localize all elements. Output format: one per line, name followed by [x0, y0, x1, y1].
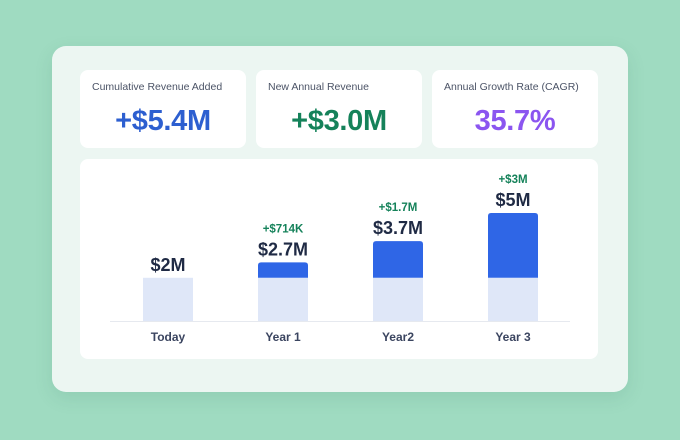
bar-increment-label: +$1.7M [379, 202, 418, 214]
bar-base-segment [373, 277, 423, 321]
bar-base-segment [488, 277, 538, 321]
stat-label: Annual Growth Rate (CAGR) [444, 81, 579, 93]
x-tick-label: Year 1 [265, 330, 301, 344]
bar-total-label: $2M [150, 255, 185, 275]
x-tick-label: Year2 [382, 330, 414, 344]
bar-base-segment [143, 277, 193, 321]
stat-value: 35.7% [474, 105, 556, 137]
stat-label: New Annual Revenue [268, 81, 369, 93]
x-tick-label: Year 3 [495, 330, 531, 344]
bar-increment-segment [373, 241, 423, 278]
stat-value: +$3.0M [291, 105, 387, 137]
chart-panel: $2M Today $2.7M +$714K Year 1 $3.7M +$1.7M Year… [80, 159, 598, 359]
revenue-bar-chart: $2M Today $2.7M +$714K Year 1 $3.7M +$1.7M Year… [110, 174, 570, 344]
bar-increment-segment [258, 262, 308, 278]
bar-increment-label: +$714K [263, 223, 304, 235]
stat-value: +$5.4M [115, 105, 211, 137]
bar-base-segment [258, 277, 308, 321]
bar-increment-label: +$3M [498, 174, 527, 186]
bar-total-label: $5M [495, 190, 530, 210]
stat-card-cagr: Annual Growth Rate (CAGR) 35.7% [432, 70, 598, 148]
bar-total-label: $2.7M [258, 239, 308, 259]
bar-increment-segment [488, 213, 538, 278]
stat-label: Cumulative Revenue Added [92, 81, 223, 93]
x-tick-label: Today [151, 330, 186, 344]
stat-card-new-annual-revenue: New Annual Revenue +$3.0M [256, 70, 422, 148]
stat-card-cumulative-revenue: Cumulative Revenue Added +$5.4M [80, 70, 246, 148]
bar-total-label: $3.7M [373, 218, 423, 238]
dashboard-card: Cumulative Revenue Added +$5.4M New Annu… [52, 46, 628, 392]
